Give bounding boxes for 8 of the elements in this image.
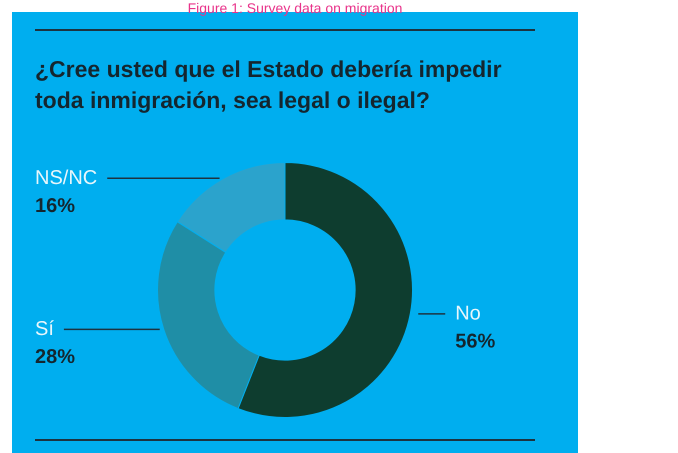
data-label: 16% (35, 194, 76, 217)
caption: Figure 1: Survey data on migration (186, 0, 404, 16)
data-label: 28% (35, 346, 76, 368)
data-label: 56% (455, 330, 496, 352)
slice-label: NS/NC (35, 166, 98, 189)
chart-title: ¿Cree usted que el Estado debería impedir toda inmigración, sea legal o ilegal? (35, 55, 503, 115)
slice-label: Sí (35, 318, 54, 340)
slice-label: No (455, 302, 481, 324)
